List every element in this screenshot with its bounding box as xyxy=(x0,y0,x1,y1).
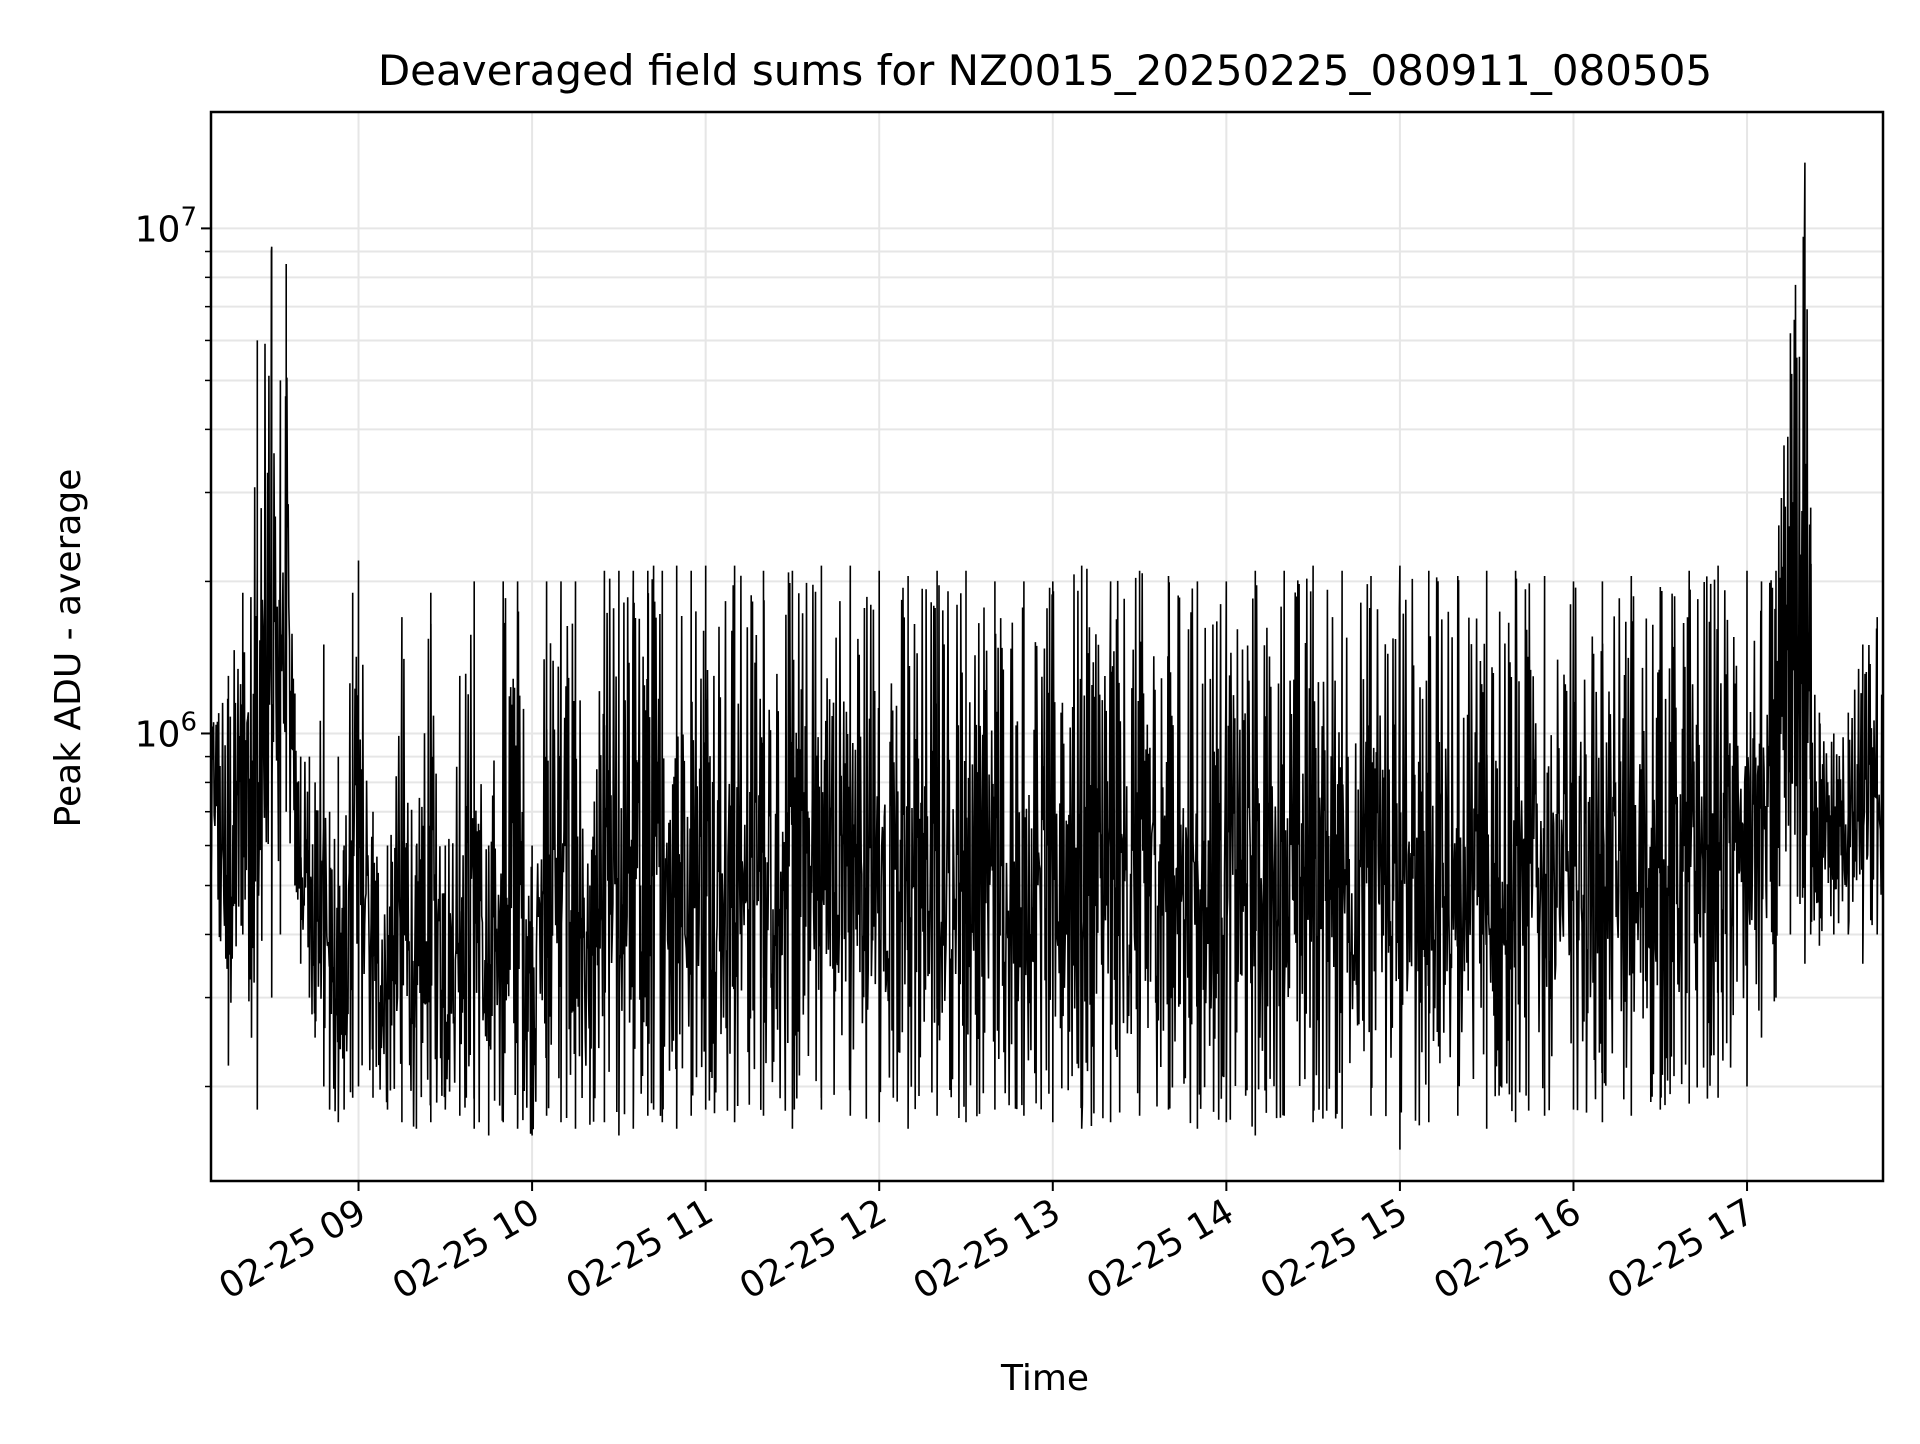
y-axis-label: Peak ADU - average xyxy=(48,469,89,828)
data-layer xyxy=(210,162,1884,1150)
data-series-line xyxy=(210,162,1884,1150)
plot-area-frame xyxy=(209,110,1885,1183)
x-axis-label: Time xyxy=(1000,1358,1089,1399)
y-tick-label: 106 xyxy=(135,707,197,755)
y-tick-label: 107 xyxy=(135,202,197,250)
y-axis: 106 107 xyxy=(135,202,211,1088)
chart-title: Deaveraged field sums for NZ0015_2025022… xyxy=(378,46,1712,95)
